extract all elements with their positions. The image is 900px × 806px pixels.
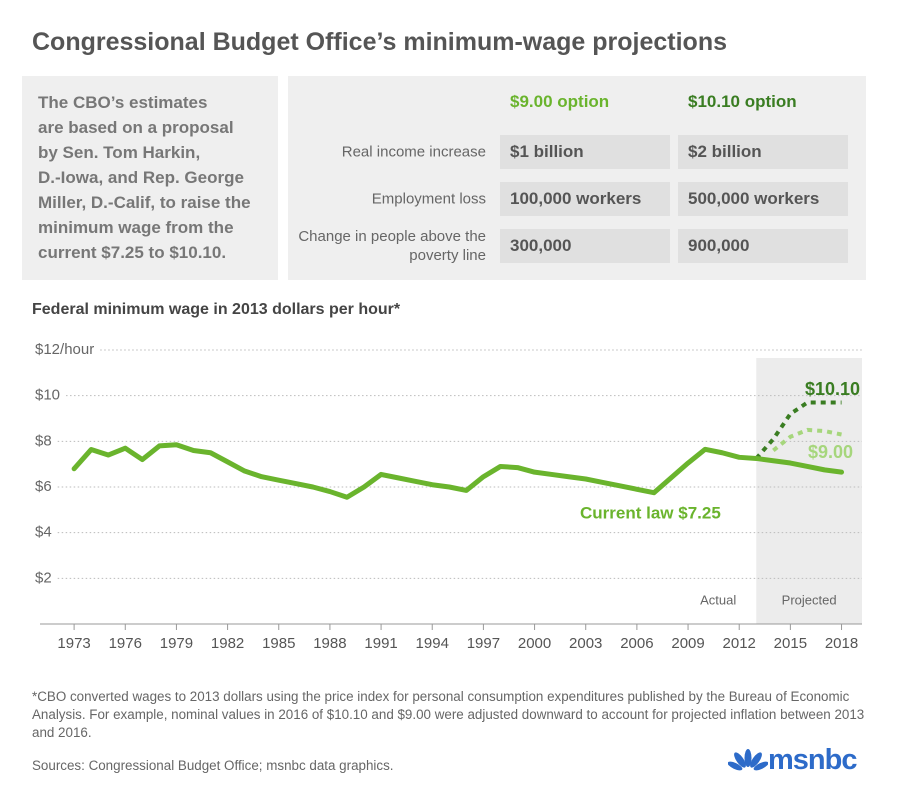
- x-tick-label: 2009: [671, 635, 704, 652]
- table-cell: $1 billion: [500, 135, 670, 169]
- series-line: [754, 400, 842, 460]
- intro-line: by Sen. Tom Harkin,: [38, 143, 201, 162]
- footnote: *CBO converted wages to 2013 dollars usi…: [32, 689, 865, 740]
- row-label: Real income increase: [341, 143, 486, 161]
- table-cell: 300,000: [500, 229, 670, 263]
- region-label: Actual: [700, 592, 736, 607]
- y-tick-label: $12/hour: [35, 341, 94, 358]
- intro-line: Miller, D.-Calif, to raise the: [38, 193, 251, 212]
- x-tick-label: 1976: [109, 635, 142, 652]
- y-tick-label: $4: [35, 524, 52, 541]
- series-line: [772, 427, 842, 453]
- page-title: Congressional Budget Office’s minimum-wa…: [32, 28, 728, 56]
- x-tick-label: 2003: [569, 635, 602, 652]
- x-tick-label: 2000: [518, 635, 551, 652]
- row-label: Employment loss: [371, 190, 486, 208]
- intro-line: current $7.25 to $10.10.: [38, 243, 227, 262]
- table-cell: $2 billion: [678, 135, 848, 169]
- x-tick-label: 1985: [262, 635, 295, 652]
- column-header: $9.00 option: [510, 92, 610, 111]
- intro-line: D.-Iowa, and Rep. George: [38, 168, 244, 187]
- y-tick-label: $10: [35, 387, 60, 404]
- intro-line: minimum wage from the: [38, 218, 234, 237]
- table-cell: 900,000: [678, 229, 848, 263]
- region-label: Projected: [782, 592, 837, 607]
- peacock-icon: [728, 749, 768, 771]
- x-tick-label: 1994: [416, 635, 449, 652]
- chart: Federal minimum wage in 2013 dollars per…: [32, 301, 862, 652]
- x-tick-label: 1982: [211, 635, 244, 652]
- row-label: Change in people above the poverty line: [298, 228, 486, 264]
- logo: msnbc: [728, 744, 868, 778]
- table-cell: 100,000 workers: [500, 182, 670, 216]
- series-line: [71, 442, 845, 500]
- series-label: $9.00: [808, 442, 853, 462]
- x-tick-label: 1991: [364, 635, 397, 652]
- x-tick-label: 1979: [160, 635, 193, 652]
- x-tick-label: 2006: [620, 635, 653, 652]
- intro-line: The CBO’s estimates: [38, 93, 208, 112]
- x-tick-label: 2012: [723, 635, 756, 652]
- logo-text: msnbc: [768, 744, 857, 776]
- column-header: $10.10 option: [688, 92, 797, 111]
- y-tick-label: $8: [35, 432, 52, 449]
- y-tick-label: $6: [35, 478, 52, 495]
- x-tick-label: 2018: [825, 635, 858, 652]
- x-tick-label: 1988: [313, 635, 346, 652]
- chart-title: Federal minimum wage in 2013 dollars per…: [32, 301, 401, 318]
- table-cell: 500,000 workers: [678, 182, 848, 216]
- x-tick-label: 2015: [774, 635, 807, 652]
- x-tick-label: 1973: [57, 635, 90, 652]
- summary-table: $9.00 option $10.10 option Real income inc…: [288, 76, 866, 280]
- intro-box: The CBO’s estimates are based on a propos…: [22, 76, 278, 280]
- y-tick-label: $2: [35, 569, 52, 586]
- series-label: Current law $7.25: [580, 503, 721, 522]
- sources: Sources: Congressional Budget Office; ms…: [32, 758, 394, 773]
- projection-region: [756, 358, 862, 624]
- x-tick-label: 1997: [467, 635, 500, 652]
- intro-line: are based on a proposal: [38, 118, 234, 137]
- series-label: $10.10: [805, 379, 860, 399]
